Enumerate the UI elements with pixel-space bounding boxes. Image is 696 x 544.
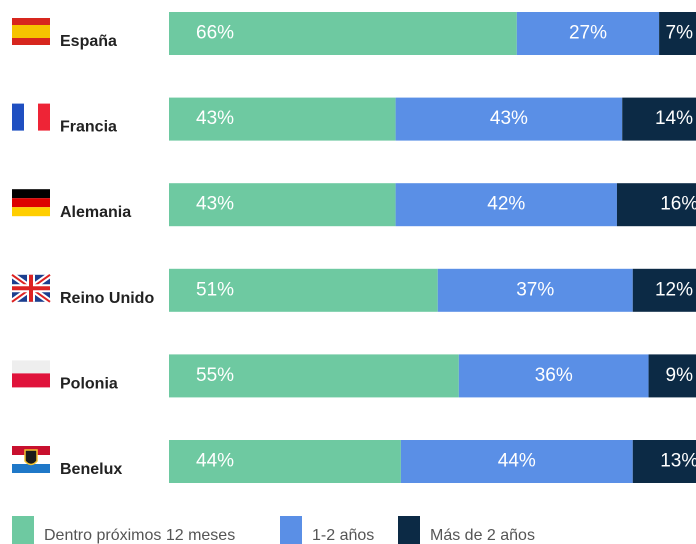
bar-segment: [516, 12, 660, 55]
value-label: 14%: [655, 108, 693, 129]
value-label: 43%: [196, 108, 234, 129]
value-label: 51%: [196, 279, 234, 300]
flags: [10, 18, 52, 473]
legend-swatch: [398, 516, 420, 544]
value-label: 55%: [196, 365, 234, 386]
value-label: 36%: [535, 365, 573, 386]
value-label: 16%: [660, 194, 696, 215]
legend-label: Dentro próximos 12 meses: [44, 527, 235, 544]
bar-segment: [169, 183, 396, 227]
legend-swatch: [12, 516, 34, 544]
flag-germany: [12, 189, 50, 217]
bar-segment: [169, 440, 401, 483]
value-label: 13%: [660, 451, 696, 472]
category-label: Francia: [60, 119, 117, 136]
bar-segment: [395, 183, 617, 227]
category-label: España: [60, 33, 117, 50]
bar-segment: [622, 97, 696, 141]
bar-segment: [169, 12, 517, 55]
bar-segment: [169, 97, 396, 141]
value-label: 43%: [196, 194, 234, 215]
bar-segment: [169, 268, 438, 312]
value-label: 44%: [196, 451, 234, 472]
value-label: 27%: [569, 23, 607, 44]
bar-segment: [648, 354, 696, 398]
category-label: Benelux: [60, 461, 122, 478]
flag-benelux: [12, 446, 50, 473]
flag-france: [12, 103, 50, 131]
value-label: 9%: [666, 365, 694, 386]
flag-uk: [10, 272, 52, 305]
legend-label: Más de 2 años: [430, 527, 535, 544]
bar-segment: [400, 440, 633, 483]
value-label: 12%: [655, 279, 693, 300]
value-label: 37%: [516, 279, 554, 300]
category-label: Polonia: [60, 375, 118, 392]
bar-segment: [437, 268, 633, 312]
flag-poland: [12, 360, 50, 388]
legend-swatch: [280, 516, 302, 544]
bar-segment: [458, 354, 649, 398]
bar-segment: [659, 12, 696, 55]
value-label: 66%: [196, 23, 234, 44]
category-label: Reino Unido: [60, 290, 154, 307]
bar-segment: [632, 268, 696, 312]
bar-segment: [169, 354, 459, 398]
value-label: 43%: [490, 108, 528, 129]
value-label: 42%: [487, 194, 525, 215]
category-label: Alemania: [60, 204, 131, 221]
legend-label: 1-2 años: [312, 527, 374, 544]
value-label: 44%: [498, 451, 536, 472]
flag-spain: [12, 18, 50, 45]
bar-segment: [632, 440, 696, 483]
bar-segment: [395, 97, 623, 141]
bar-segment: [616, 183, 696, 227]
value-label: 7%: [666, 23, 694, 44]
